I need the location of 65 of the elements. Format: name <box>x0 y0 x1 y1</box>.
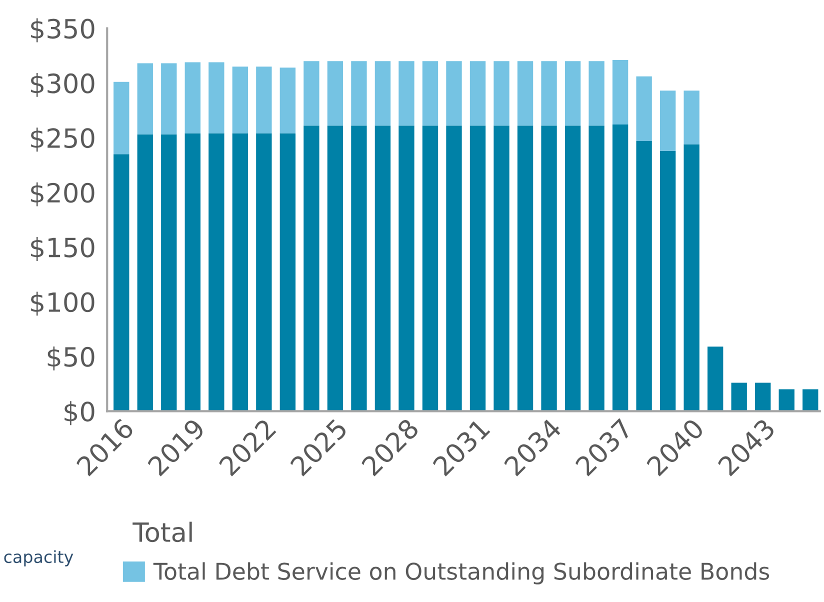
bar <box>564 126 581 412</box>
bar <box>184 62 200 134</box>
bar <box>588 61 604 126</box>
text: capacity <box>4 550 74 566</box>
y-tick-label: $100 <box>31 292 94 316</box>
bar <box>517 61 534 126</box>
bar <box>232 66 248 134</box>
bar <box>374 61 391 126</box>
bar <box>588 126 604 412</box>
bar <box>802 389 818 412</box>
bar <box>137 134 153 412</box>
y-tick-label: $150 <box>31 237 94 261</box>
bar <box>564 61 581 126</box>
bar <box>612 60 628 125</box>
bar <box>351 126 367 412</box>
y-tick-label: $300 <box>31 72 94 97</box>
y-tick-label: $50 <box>48 346 94 370</box>
bar <box>256 133 272 412</box>
bar <box>161 63 177 134</box>
bar <box>446 126 462 412</box>
bar <box>422 61 438 126</box>
bar <box>636 76 652 141</box>
bar <box>684 144 700 412</box>
bar <box>612 124 628 412</box>
bar <box>280 68 296 134</box>
bar <box>541 126 557 412</box>
bar <box>327 126 344 412</box>
bar <box>398 126 414 412</box>
y-tick-label: $250 <box>31 128 94 152</box>
bar <box>541 61 557 126</box>
bar <box>398 61 414 126</box>
bar <box>778 389 794 412</box>
bar <box>708 346 724 412</box>
bar <box>517 126 534 412</box>
bar <box>494 126 510 412</box>
y-tick-label: $200 <box>31 182 94 206</box>
bar <box>137 63 153 134</box>
bar <box>208 62 224 134</box>
bar <box>304 61 320 126</box>
bar <box>280 133 296 412</box>
bar <box>114 154 130 412</box>
bar <box>660 90 676 151</box>
bar <box>208 133 224 412</box>
bar <box>114 82 130 154</box>
bar <box>232 133 248 412</box>
bar <box>684 90 700 144</box>
text: Total <box>132 522 192 542</box>
bar <box>731 382 747 412</box>
bar <box>470 126 486 412</box>
bar <box>494 61 510 126</box>
bar <box>256 66 272 134</box>
bar <box>184 133 200 412</box>
bar <box>470 61 486 126</box>
bar <box>660 150 676 412</box>
bar <box>327 61 344 126</box>
y-tick-label: $350 <box>31 18 94 42</box>
bar <box>304 126 320 412</box>
bar <box>374 126 391 412</box>
bar <box>422 126 438 412</box>
bar <box>636 140 652 412</box>
bar <box>351 61 367 126</box>
bar <box>755 382 771 412</box>
bar <box>161 134 177 412</box>
legend-label: Total Debt Service on Outstanding Subordinate Bonds <box>153 562 770 584</box>
bar <box>446 61 462 126</box>
